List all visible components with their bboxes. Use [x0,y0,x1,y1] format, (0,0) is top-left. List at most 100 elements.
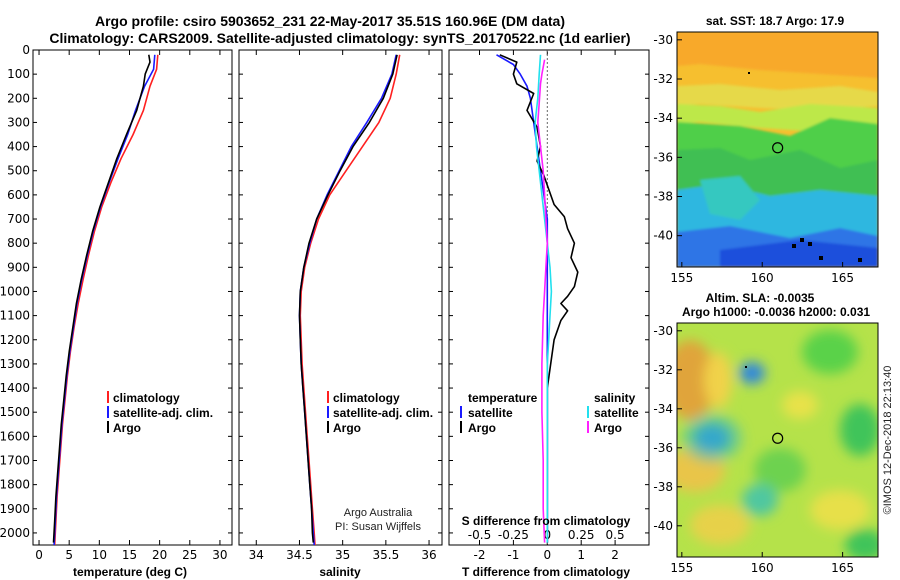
lat-tick-label: -36 [653,150,673,164]
y-tick-label: 700 [7,212,30,226]
sst-map-panel: sat. SST: 18.7 Argo: 17.9 155 160 [653,14,879,285]
y-tick-label: 500 [7,164,30,178]
lat-tick-label: -34 [653,402,673,416]
y-tick-label: 100 [7,67,30,81]
y-tick-label: 300 [7,115,30,129]
s-difference-label: S difference from climatology [462,514,631,528]
argo-float-marker [772,432,784,444]
x-tick-label: 35 [335,548,350,562]
lon-tick-label: 165 [831,271,854,285]
lon-tick-label: 165 [831,561,854,575]
temperature-legend: climatology satellite-adj. clim. Argo [107,391,213,435]
difference-plot-frame [448,49,650,546]
credit-line-1: Argo Australia [344,507,413,519]
x-tick-label: 5 [65,548,73,562]
y-tick-label: 1000 [0,284,30,298]
y-tick-label: 1100 [0,309,30,323]
x-tick-label: 35.5 [372,548,399,562]
legend-label-climatology: climatology [113,391,180,405]
sla-map-panel: Altim. SLA: -0.0035 Argo h1000: -0.0036 … [653,291,879,575]
legend-title-temperature: temperature [468,391,538,405]
lat-tick-label: -40 [653,229,673,243]
sst-latitude-axis: -30 -32 -34 -36 -38 -40 [653,33,682,243]
lat-tick-label: -38 [653,480,673,494]
series-line-climatology [299,54,401,545]
y-tick-label: 200 [7,91,30,105]
y-tick-label: 1600 [0,429,30,443]
x-tick-label: 15 [122,548,137,562]
temperature-plot-frame [32,49,233,546]
y-tick-label: 900 [7,260,30,274]
legend-label-satellite: satellite-adj. clim. [113,406,213,420]
x-tick-label: 0 [543,548,551,562]
header-subtitle: Climatology: CARS2009. Satellite-adjuste… [49,30,630,46]
legend-label-t-satellite: satellite [468,406,513,420]
lat-tick-label: -38 [653,190,673,204]
x-tick-label: 30 [212,548,227,562]
credit-line-2: PI: Susan Wijffels [335,521,421,533]
sla-map-title: Altim. SLA: -0.0035 [706,291,815,305]
salinity-x-axis: 34 34.5 35 35.5 36 [249,50,437,562]
legend-label-satellite: satellite-adj. clim. [333,406,433,420]
salinity-panel: 34 34.5 35 35.5 36 salinity climatology sate… [238,49,443,579]
lat-tick-label: -30 [653,33,673,47]
salinity-legend: climatology satellite-adj. clim. Argo [327,391,433,435]
salinity-plot-frame [238,49,443,546]
sla-heatmap [677,323,878,557]
legend-label-t-argo: Argo [468,421,496,435]
argo-float-marker [772,142,784,154]
x-tick-label: -1 [507,548,519,562]
legend-title-salinity: salinity [594,391,636,405]
y-tick-label: 1400 [0,381,30,395]
difference-legend: temperature satellite Argo salinity sate… [460,391,639,435]
sla-map-frame [676,322,879,558]
x-tick-label: 34 [249,548,264,562]
series-line-argo [298,54,398,543]
y-tick-label: 400 [7,140,30,154]
x-tick-label: 0 [35,548,43,562]
difference-x-label: T difference from climatology [462,565,630,579]
y-tick-label: 600 [7,188,30,202]
temperature-x-label: temperature (deg C) [73,565,187,579]
series-line-argo [52,54,151,543]
imos-timestamp: ©IMOS 12-Dec-2018 22:13:40 [882,366,894,515]
s-tick-label: 0.25 [568,528,595,542]
y-tick-label: 1500 [0,405,30,419]
salinity-series [298,54,401,545]
salinity-x-label: salinity [319,565,361,579]
s-tick-label: -0.25 [498,528,529,542]
y-tick-label: 1300 [0,357,30,371]
s-tick-label: 0.5 [606,528,625,542]
difference-series [496,54,579,543]
y-tick-label: 1800 [0,478,30,492]
legend-label-argo: Argo [333,421,361,435]
legend-label-s-argo: Argo [594,421,622,435]
x-tick-label: 34.5 [286,548,313,562]
lat-tick-label: -32 [653,72,673,86]
lat-tick-label: -34 [653,111,673,125]
legend-label-argo: Argo [113,421,141,435]
header-title: Argo profile: csiro 5903652_231 22-May-2… [95,13,565,29]
lon-tick-label: 155 [670,271,693,285]
temperature-x-axis: 0 5 10 15 20 25 30 [35,50,228,562]
temperature-y-axis: 0 100 200 300 400 500 600 700 800 900 1000 1100 1200… [0,43,232,540]
y-tick-label: 1200 [0,333,30,347]
salinity-y-ticks [239,49,442,534]
difference-y-ticks [449,49,649,534]
x-tick-label: 2 [611,548,619,562]
s-tick-label: -0.5 [468,528,491,542]
sla-map-subtitle: Argo h1000: -0.0036 h2000: 0.031 [682,305,870,319]
y-tick-label: 2000 [0,526,30,540]
sst-longitude-axis: 155 160 165 [670,262,854,285]
difference-x-axis: -2 -1 0 1 2 [474,540,619,562]
x-tick-label: -2 [474,548,486,562]
legend-label-s-satellite: satellite [594,406,639,420]
x-tick-label: 10 [92,548,107,562]
lon-tick-label: 160 [751,271,774,285]
y-tick-label: 1700 [0,453,30,467]
x-tick-label: 36 [421,548,436,562]
legend-label-climatology: climatology [333,391,400,405]
sst-map-title: sat. SST: 18.7 Argo: 17.9 [706,14,845,28]
temperature-panel: 0100200300400500600700800900100011001200… [0,43,233,579]
y-tick-label: 0 [22,43,30,57]
